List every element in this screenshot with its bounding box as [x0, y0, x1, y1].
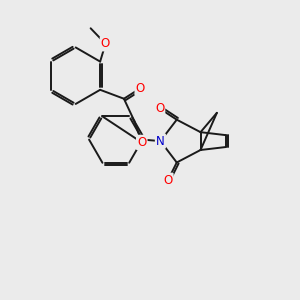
Text: O: O: [163, 174, 172, 187]
Text: O: O: [137, 136, 146, 149]
Text: N: N: [156, 135, 165, 148]
Text: O: O: [136, 82, 145, 95]
Text: O: O: [155, 102, 164, 115]
Text: O: O: [101, 37, 110, 50]
